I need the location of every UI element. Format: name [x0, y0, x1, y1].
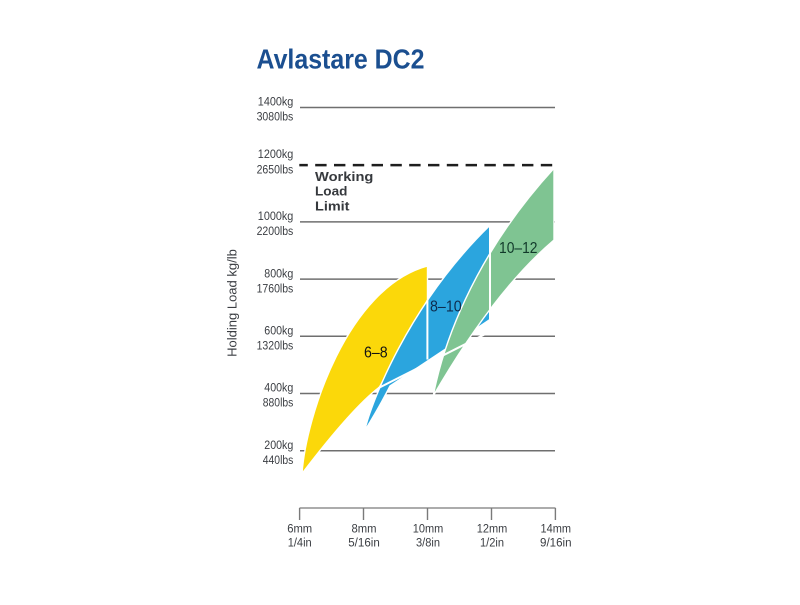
svg-text:Limit: Limit	[315, 198, 350, 213]
svg-text:10–12: 10–12	[499, 240, 538, 257]
svg-text:1760lbs: 1760lbs	[257, 281, 294, 295]
svg-text:1/4in: 1/4in	[288, 536, 312, 550]
svg-text:6mm: 6mm	[287, 521, 312, 535]
svg-text:1320lbs: 1320lbs	[257, 339, 294, 353]
svg-text:3080lbs: 3080lbs	[257, 110, 294, 124]
svg-text:10mm: 10mm	[413, 521, 444, 535]
svg-text:400kg: 400kg	[264, 381, 293, 395]
svg-text:1000kg: 1000kg	[258, 209, 294, 223]
svg-text:6–8: 6–8	[364, 344, 388, 361]
svg-text:200kg: 200kg	[264, 438, 293, 452]
svg-text:Avlastare DC2: Avlastare DC2	[257, 44, 425, 75]
svg-text:1/2in: 1/2in	[480, 536, 504, 550]
svg-text:9/16in: 9/16in	[540, 536, 572, 550]
svg-text:12mm: 12mm	[477, 521, 508, 535]
svg-text:800kg: 800kg	[264, 266, 293, 280]
svg-text:8mm: 8mm	[352, 521, 377, 535]
svg-text:440lbs: 440lbs	[263, 453, 294, 467]
svg-text:Holding Load kg/lb: Holding Load kg/lb	[225, 249, 240, 357]
svg-text:600kg: 600kg	[264, 324, 293, 338]
svg-text:5/16in: 5/16in	[348, 536, 380, 550]
svg-text:880lbs: 880lbs	[263, 396, 294, 410]
svg-text:8–10: 8–10	[430, 299, 462, 316]
svg-text:Load: Load	[315, 184, 347, 199]
svg-text:14mm: 14mm	[541, 521, 572, 535]
svg-text:3/8in: 3/8in	[416, 536, 440, 550]
svg-text:2200lbs: 2200lbs	[257, 224, 294, 238]
svg-text:Working: Working	[315, 169, 373, 184]
svg-text:1400kg: 1400kg	[258, 95, 294, 109]
svg-text:1200kg: 1200kg	[258, 147, 294, 161]
svg-text:2650lbs: 2650lbs	[257, 162, 294, 176]
